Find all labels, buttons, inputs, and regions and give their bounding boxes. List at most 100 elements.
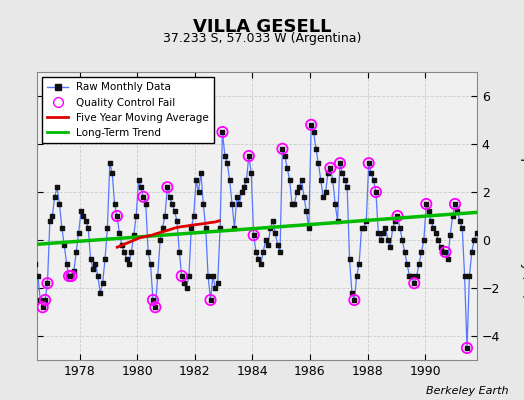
Point [202, 225, 210, 231]
Point [206, 297, 215, 303]
Point [436, 244, 445, 250]
Point [158, 225, 167, 231]
Point [19, 182, 28, 188]
Point [43, 280, 52, 286]
Point [312, 146, 320, 152]
Point [257, 261, 265, 267]
Point [458, 225, 466, 231]
Point [204, 273, 212, 279]
Text: Berkeley Earth: Berkeley Earth [426, 386, 508, 396]
Point [139, 194, 148, 200]
Point [60, 242, 69, 248]
Point [55, 201, 63, 207]
Point [170, 208, 179, 214]
Point [353, 273, 361, 279]
Point [166, 194, 174, 200]
Point [449, 213, 457, 219]
Point [247, 170, 255, 176]
Point [386, 244, 395, 250]
Point [417, 249, 425, 255]
Point [48, 213, 57, 219]
Point [336, 160, 344, 166]
Point [134, 177, 143, 183]
Point [50, 194, 59, 200]
Point [24, 201, 32, 207]
Point [441, 249, 450, 255]
Point [321, 189, 330, 195]
Text: 37.233 S, 57.033 W (Argentina): 37.233 S, 57.033 W (Argentina) [163, 32, 361, 45]
Point [77, 208, 85, 214]
Point [444, 256, 452, 262]
Point [369, 177, 378, 183]
Point [141, 201, 150, 207]
Point [89, 266, 97, 272]
Point [420, 237, 428, 243]
Point [302, 208, 311, 214]
Point [36, 297, 45, 303]
Point [237, 189, 246, 195]
Point [396, 225, 404, 231]
Point [381, 225, 390, 231]
Point [350, 297, 358, 303]
Point [467, 249, 476, 255]
Point [46, 218, 54, 224]
Point [288, 201, 296, 207]
Point [21, 186, 30, 193]
Point [108, 170, 116, 176]
Point [278, 146, 287, 152]
Point [295, 184, 303, 190]
Point [261, 237, 270, 243]
Point [245, 153, 253, 159]
Point [324, 170, 332, 176]
Point [249, 232, 258, 238]
Point [451, 201, 459, 207]
Point [41, 297, 49, 303]
Point [94, 273, 102, 279]
Point [62, 261, 71, 267]
Point [281, 153, 289, 159]
Point [357, 225, 366, 231]
Point [194, 189, 203, 195]
Point [163, 184, 171, 190]
Point [391, 218, 399, 224]
Point [38, 304, 47, 310]
Point [259, 249, 267, 255]
Point [377, 237, 385, 243]
Point [125, 261, 133, 267]
Point [115, 230, 124, 236]
Point [424, 208, 433, 214]
Point [408, 273, 416, 279]
Point [70, 268, 78, 274]
Point [300, 194, 308, 200]
Point [329, 177, 337, 183]
Point [304, 225, 313, 231]
Point [422, 201, 430, 207]
Point [290, 201, 299, 207]
Point [27, 266, 35, 272]
Point [154, 273, 162, 279]
Point [79, 213, 88, 219]
Point [206, 297, 215, 303]
Point [240, 184, 248, 190]
Point [405, 273, 413, 279]
Point [99, 280, 107, 286]
Point [192, 177, 200, 183]
Point [429, 225, 438, 231]
Point [168, 201, 176, 207]
Point [453, 208, 462, 214]
Point [137, 184, 145, 190]
Point [292, 189, 301, 195]
Point [439, 249, 447, 255]
Point [355, 261, 363, 267]
Point [149, 297, 157, 303]
Point [178, 273, 186, 279]
Legend: Raw Monthly Data, Quality Control Fail, Five Year Moving Average, Long-Term Tren: Raw Monthly Data, Quality Control Fail, … [42, 77, 214, 143]
Point [199, 201, 208, 207]
Point [84, 225, 92, 231]
Point [326, 165, 334, 171]
Point [465, 273, 474, 279]
Point [422, 201, 430, 207]
Point [314, 160, 323, 166]
Point [384, 237, 392, 243]
Point [161, 213, 169, 219]
